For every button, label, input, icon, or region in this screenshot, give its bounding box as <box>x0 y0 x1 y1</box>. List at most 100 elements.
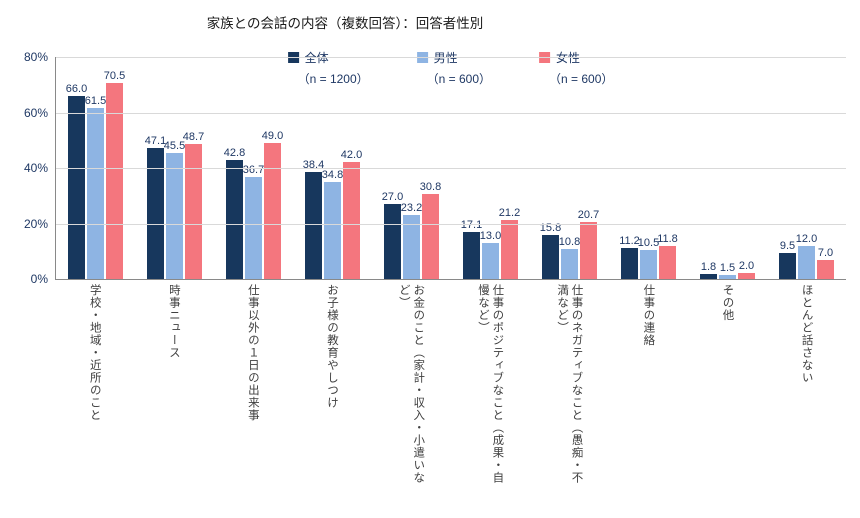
bar-group: 17.1 13.0 21.2 <box>451 57 530 279</box>
bar-group: 15.8 10.8 20.7 <box>530 57 609 279</box>
legend-item-female: 女性 （n = 600） <box>539 49 613 87</box>
bar-female: 49.0 <box>262 130 283 279</box>
category-cell: ほとんど話さない <box>767 284 846 494</box>
bar-all: 47.1 <box>145 135 166 279</box>
bar-male: 23.2 <box>401 202 422 279</box>
bar-male: 1.5 <box>719 262 736 279</box>
bar-value-label: 21.2 <box>498 207 521 220</box>
bar-value-label: 1.8 <box>700 261 717 274</box>
bar-value-label: 49.0 <box>261 130 284 143</box>
category-label: 仕事以外の１日の出来事 <box>246 284 259 422</box>
bar-value-label: 27.0 <box>381 191 404 204</box>
gridline <box>56 112 846 114</box>
bar-all: 38.4 <box>303 159 324 279</box>
bar-female: 42.0 <box>341 149 362 279</box>
bar-female: 7.0 <box>817 247 834 279</box>
category-label: 仕事のポジティブなこと（成果・自慢など） <box>477 284 504 484</box>
bar-all: 42.8 <box>224 147 245 279</box>
bar-all: 66.0 <box>66 83 87 279</box>
chart-region: 全体 （n = 1200） 男性 （n = 600） 女性 （n = 600） 66.0 6… <box>24 50 846 494</box>
category-label: ほとんど話さない <box>800 284 813 384</box>
category-label: 仕事のネガティブなこと（愚痴・不満など） <box>556 284 583 484</box>
bar-group: 38.4 34.8 42.0 <box>293 57 372 279</box>
category-cell: 学校・地域・近所のこと <box>55 284 134 494</box>
bar-group: 66.0 61.5 70.5 <box>56 57 135 279</box>
bar-female: 20.7 <box>578 209 599 279</box>
bar-male: 45.5 <box>164 140 185 279</box>
y-axis-label: 0% <box>30 272 48 286</box>
category-cell: 仕事のネガティブなこと（愚痴・不満など） <box>530 284 609 494</box>
legend-n-label: （n = 1200） <box>297 72 369 86</box>
bar-value-label: 11.2 <box>619 234 640 247</box>
bar-group: 11.2 10.5 11.8 <box>609 57 688 279</box>
gridline <box>56 223 846 225</box>
category-cell: お金のこと（家計・収入・小遣いなど） <box>371 284 450 494</box>
gridline <box>56 168 846 169</box>
bar-group: 47.1 45.5 48.7 <box>135 57 214 279</box>
bar-value-label: 42.8 <box>223 147 246 160</box>
category-cell: お子様の教育やしつけ <box>292 284 371 494</box>
gridline <box>56 57 846 58</box>
category-label: 時事ニュース <box>167 284 180 359</box>
bar-value-label: 1.5 <box>719 261 736 274</box>
bar-group: 42.8 36.7 49.0 <box>214 57 293 279</box>
bar-male: 61.5 <box>85 95 106 279</box>
bar-value-label: 45.5 <box>163 139 186 152</box>
bar-female: 2.0 <box>738 260 755 279</box>
bar-value-label: 20.7 <box>577 208 600 221</box>
bar-value-label: 9.5 <box>779 239 796 252</box>
bar-value-label: 10.5 <box>637 236 660 249</box>
legend-series-name: 男性 <box>433 51 458 65</box>
bar-female: 11.8 <box>657 233 678 279</box>
legend-series-name: 女性 <box>556 51 581 65</box>
bar-value-label: 66.0 <box>65 82 88 95</box>
bar-value-label: 70.5 <box>103 70 126 83</box>
bar-value-label: 10.8 <box>558 236 581 249</box>
bar-male: 12.0 <box>796 233 817 279</box>
bar-all: 11.2 <box>619 235 640 279</box>
legend-n-label: （n = 600） <box>426 72 492 86</box>
bar-group: 1.8 1.5 2.0 <box>688 57 767 279</box>
bar-value-label: 13.0 <box>479 229 502 242</box>
y-axis-label: 60% <box>23 105 48 120</box>
chart-title: 家族との会話の内容（複数回答）：回答者性別 <box>206 16 484 31</box>
bar-value-label: 30.8 <box>419 180 442 193</box>
bar-value-label: 42.0 <box>340 149 363 162</box>
legend-series-name: 全体 <box>304 51 329 65</box>
bar-male: 13.0 <box>480 230 501 279</box>
bar-group: 9.5 12.0 7.0 <box>767 57 846 279</box>
y-axis-label: 40% <box>23 161 48 175</box>
category-label: お金のこと（家計・収入・小遣いなど） <box>397 284 425 484</box>
category-labels: 学校・地域・近所のこと 時事ニュース 仕事以外の１日の出来事 お子様の教育やしつけ お金… <box>55 284 846 494</box>
bar-value-label: 23.2 <box>400 201 423 214</box>
category-label: 学校・地域・近所のこと <box>88 284 101 422</box>
bar-value-label: 15.8 <box>539 222 562 235</box>
category-cell: その他 <box>688 284 767 494</box>
legend: 全体 （n = 1200） 男性 （n = 600） 女性 （n = 600） <box>287 49 613 87</box>
bar-female: 70.5 <box>104 70 125 279</box>
category-cell: 仕事の連絡 <box>609 284 688 494</box>
bar-all: 1.8 <box>700 261 717 279</box>
bar-value-label: 34.8 <box>321 169 344 182</box>
bar-all: 15.8 <box>540 222 561 279</box>
category-label: お子様の教育やしつけ <box>326 284 339 409</box>
bar-value-label: 2.0 <box>738 260 755 273</box>
y-axis-label: 80% <box>23 50 48 64</box>
bar-all: 9.5 <box>779 240 796 279</box>
category-cell: 時事ニュース <box>134 284 213 494</box>
bar-value-label: 17.1 <box>460 218 483 231</box>
bar-groups: 66.0 61.5 70.5 47.1 45.5 48.7 42.8 36.7 49.0 38.4… <box>56 57 846 279</box>
bar-all: 27.0 <box>382 191 403 279</box>
plot-area: 66.0 61.5 70.5 47.1 45.5 48.7 42.8 36.7 49.0 38.4… <box>24 50 846 286</box>
y-axis-label: 20% <box>23 216 48 231</box>
category-cell: 仕事以外の１日の出来事 <box>213 284 292 494</box>
legend-n-label: （n = 600） <box>549 72 614 86</box>
category-cell: 仕事のポジティブなこと（成果・自慢など） <box>450 284 529 494</box>
bar-male: 34.8 <box>322 169 343 279</box>
bar-female: 30.8 <box>420 181 441 279</box>
bar-value-label: 47.1 <box>144 135 167 148</box>
bar-male: 36.7 <box>243 164 264 279</box>
bar-all: 17.1 <box>461 219 482 279</box>
bar-value-label: 12.0 <box>795 232 818 245</box>
